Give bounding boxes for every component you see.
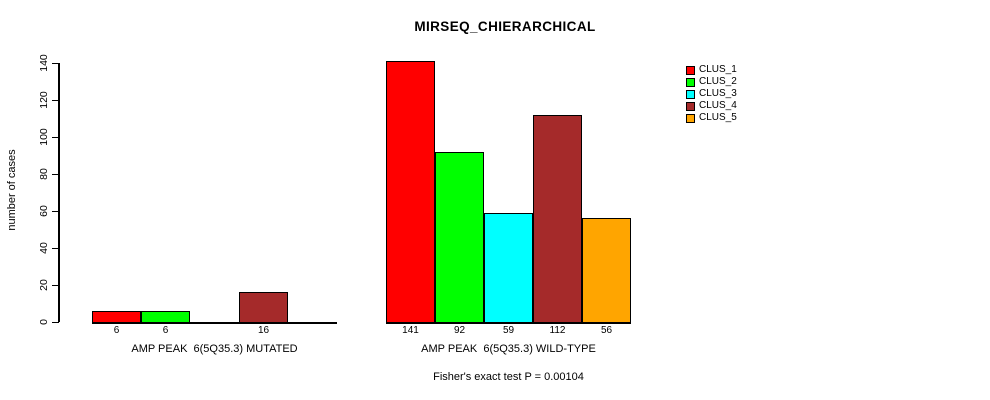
legend-color-swatch [686,65,695,75]
y-tick [52,247,59,249]
legend-label: CLUS_4 [699,100,737,111]
legend-item: CLUS_3 [686,88,737,100]
bar [582,218,631,323]
y-tick [52,99,59,101]
y-tick-label: 40 [38,242,50,254]
y-tick-label: 20 [38,279,50,291]
bar-value-label: 112 [549,325,566,336]
bar [386,61,435,323]
legend-color-swatch [686,89,695,99]
legend-item: CLUS_4 [686,100,737,112]
bar-value-label: 92 [453,325,466,336]
bar-value-label: 141 [402,325,419,336]
y-axis-title: number of cases [6,149,18,231]
bar-value-label: 59 [502,325,515,336]
bar-value-label: 16 [257,325,270,336]
legend: CLUS_1 CLUS_2 CLUS_3 CLUS_4 CLUS_5 [686,64,737,124]
bar [435,152,484,323]
y-tick [52,62,59,64]
bar [484,213,533,323]
legend-item: CLUS_1 [686,64,737,76]
legend-item: CLUS_5 [686,112,737,124]
bar-value-label: 6 [113,325,120,336]
legend-color-swatch [686,77,695,87]
bar-value-label: 56 [600,325,613,336]
y-tick-label: 120 [38,91,50,109]
legend-label: CLUS_2 [699,76,737,87]
y-tick-label: 140 [38,54,50,72]
legend-label: CLUS_3 [699,88,737,99]
footnote: Fisher's exact test P = 0.00104 [433,371,584,383]
y-tick-label: 100 [38,128,50,146]
x-axis-group-label: AMP PEAK 6(5Q35.3) MUTATED [131,343,298,355]
y-tick [52,173,59,175]
y-tick [52,321,59,323]
bar [533,115,582,323]
y-tick-label: 60 [38,205,50,217]
bar [239,292,288,323]
legend-label: CLUS_5 [699,112,737,123]
legend-label: CLUS_1 [699,64,737,75]
x-axis-group-label: AMP PEAK 6(5Q35.3) WILD-TYPE [421,343,596,355]
y-axis-line [58,63,60,322]
legend-color-swatch [686,113,695,123]
chart-title: MIRSEQ_CHIERARCHICAL [414,19,596,34]
legend-color-swatch [686,101,695,111]
legend-item: CLUS_2 [686,76,737,88]
y-tick [52,210,59,212]
bar [92,311,141,323]
y-tick-label: 80 [38,168,50,180]
bar [141,311,190,323]
y-tick [52,284,59,286]
y-tick [52,136,59,138]
y-tick-label: 0 [38,319,50,325]
x-axis-line [92,322,337,324]
bar-value-label: 6 [162,325,169,336]
